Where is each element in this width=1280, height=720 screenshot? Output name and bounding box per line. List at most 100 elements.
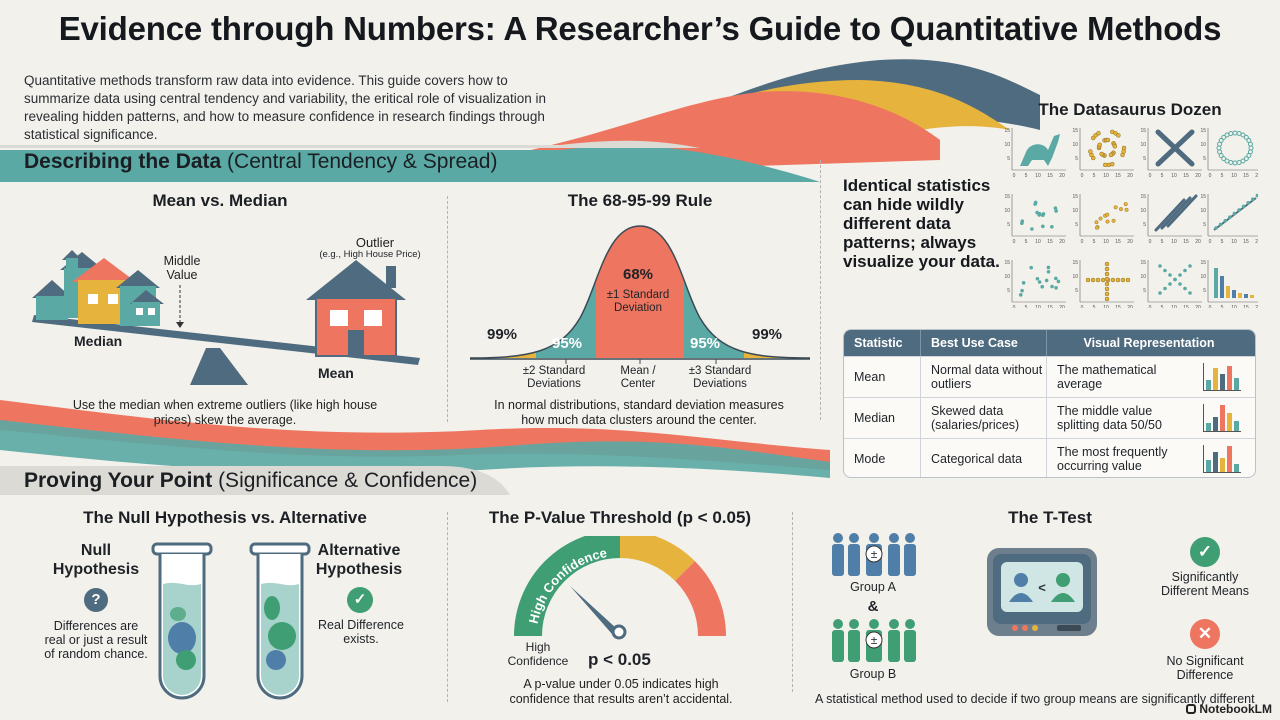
scatter-point <box>1247 141 1253 147</box>
scatter-line <box>1160 196 1192 230</box>
panel-tick: 15 <box>1183 239 1189 245</box>
panel-tick: 5 <box>1203 156 1206 162</box>
hypothesis-heading: The Null Hypothesis vs. Alternative <box>83 508 367 527</box>
scatter-line <box>1166 194 1198 228</box>
scatter-point <box>1104 276 1110 282</box>
panel-tick: 10 <box>1200 274 1206 280</box>
panel-tick: 15 <box>1004 260 1010 266</box>
panel-tick: 0 <box>1081 173 1084 179</box>
scatter-point <box>1097 142 1102 147</box>
cell-use: Categorical data <box>920 439 1046 477</box>
scatter-point <box>1104 271 1110 277</box>
panel-tick: 10 <box>1072 142 1078 148</box>
histogram-bar <box>1232 290 1236 298</box>
table-row: Median Skewed data (salaries/prices) The… <box>844 397 1255 438</box>
scatter-point <box>1094 225 1099 230</box>
scatter-point <box>1228 131 1234 137</box>
scatter-point <box>1102 162 1108 168</box>
panel-tick: 0 <box>1149 305 1152 308</box>
panel-tick: 10 <box>1171 173 1177 179</box>
scatter-point <box>1188 264 1192 268</box>
null-desc: Differences are real or just a result of… <box>44 619 148 661</box>
scatter-point <box>1029 265 1034 270</box>
scatter-point <box>1090 277 1096 283</box>
scatter-point <box>1044 278 1049 283</box>
scatter-point <box>1188 291 1192 295</box>
median-label: Median <box>74 333 123 349</box>
panel-tick: 15 <box>1200 128 1206 134</box>
scatter-point <box>1158 291 1162 295</box>
panel-tick: 10 <box>1103 239 1109 245</box>
section-describing-rest: (Central Tendency & Spread) <box>221 150 498 173</box>
alt-desc: Real Difference exists. <box>318 618 404 646</box>
scatter-point <box>1216 145 1222 151</box>
alt-title: Alternative Hypothesis <box>315 542 403 578</box>
scatter-point <box>1104 266 1110 272</box>
scatter-point <box>1163 268 1167 273</box>
table-header: Statistic Best Use Case Visual Represent… <box>844 330 1255 356</box>
panel-tick: 10 <box>1140 208 1146 214</box>
panel-tick: 15 <box>1140 194 1146 200</box>
panel-tick: 20 <box>1195 305 1201 308</box>
mini-bar-chart-icon <box>1203 404 1241 432</box>
panel-tick: 15 <box>1140 128 1146 134</box>
panel-tick: 5 <box>1025 239 1028 245</box>
panel-tick: 5 <box>1161 173 1164 179</box>
panel-tick: 20 <box>1127 305 1133 308</box>
middle-value-label: Middle Value <box>163 254 201 282</box>
panel-tick: 20 <box>1059 173 1065 179</box>
statistics-table: Statistic Best Use Case Visual Represent… <box>843 329 1256 478</box>
panel-tick: 10 <box>1231 239 1237 245</box>
scatter-point <box>1251 197 1255 201</box>
panel-tick: 20 <box>1127 239 1133 245</box>
scatter-point <box>1054 209 1058 213</box>
scatter-point <box>1237 208 1241 212</box>
panel-tick: 20 <box>1195 239 1201 245</box>
panel-tick: 5 <box>1221 173 1224 179</box>
panel-tick: 5 <box>1143 288 1146 294</box>
high-confidence-label: High Confidence <box>507 640 569 668</box>
scatter-point <box>1104 286 1110 292</box>
panel-tick: 20 <box>1195 173 1201 179</box>
svg-text:±: ± <box>871 633 878 647</box>
group-b-people-icon: ± <box>832 619 916 662</box>
scatter-point <box>1053 206 1058 210</box>
panel-tick: 5 <box>1221 239 1224 245</box>
scatter-point <box>1232 211 1237 216</box>
scatter-point <box>1054 276 1058 281</box>
scatter-point <box>1030 227 1034 231</box>
scatter-point <box>1113 205 1118 210</box>
page-title: Evidence through Numbers: A Researcher’s… <box>58 10 1222 47</box>
section-proving-bold: Proving Your Point <box>24 469 213 492</box>
seesaw-illustration <box>32 250 420 385</box>
scatter-point <box>1018 293 1023 297</box>
panel-tick: 15 <box>1115 173 1121 179</box>
scatter-point <box>1035 277 1040 281</box>
panel-tick: 10 <box>1004 274 1010 280</box>
panel-tick: 20 <box>1059 305 1065 308</box>
panel-tick: 15 <box>1004 128 1010 134</box>
scatter-point <box>1111 218 1116 223</box>
pct-68: 68% <box>622 266 654 283</box>
panel-tick: 0 <box>1081 239 1084 245</box>
scatter-point <box>1021 281 1026 285</box>
scatter-line <box>1154 198 1186 232</box>
cell-visual: The most frequently occurring value <box>1046 439 1255 477</box>
histogram-bar <box>1226 286 1230 298</box>
ampersand: & <box>867 598 879 615</box>
scatter-point <box>1224 158 1230 164</box>
panel-tick: 15 <box>1047 305 1053 308</box>
cell-visual-text: The most frequently occurring value <box>1057 445 1168 473</box>
scatter-point <box>1037 280 1042 284</box>
panel-tick: 5 <box>1143 222 1146 228</box>
panel-tick: 5 <box>1007 156 1010 162</box>
panel-tick: 5 <box>1093 239 1096 245</box>
panel-tick: 15 <box>1200 194 1206 200</box>
panel-tick: 5 <box>1093 305 1096 308</box>
ttest-caption: A statistical method used to decide if t… <box>815 692 1255 706</box>
divider <box>447 196 448 422</box>
group-a-label: Group A <box>850 580 896 594</box>
pct-99-right: 99% <box>752 326 783 343</box>
scatter-point <box>1046 269 1051 274</box>
datasaurus-heading: The Datasaurus Dozen <box>1038 100 1222 119</box>
